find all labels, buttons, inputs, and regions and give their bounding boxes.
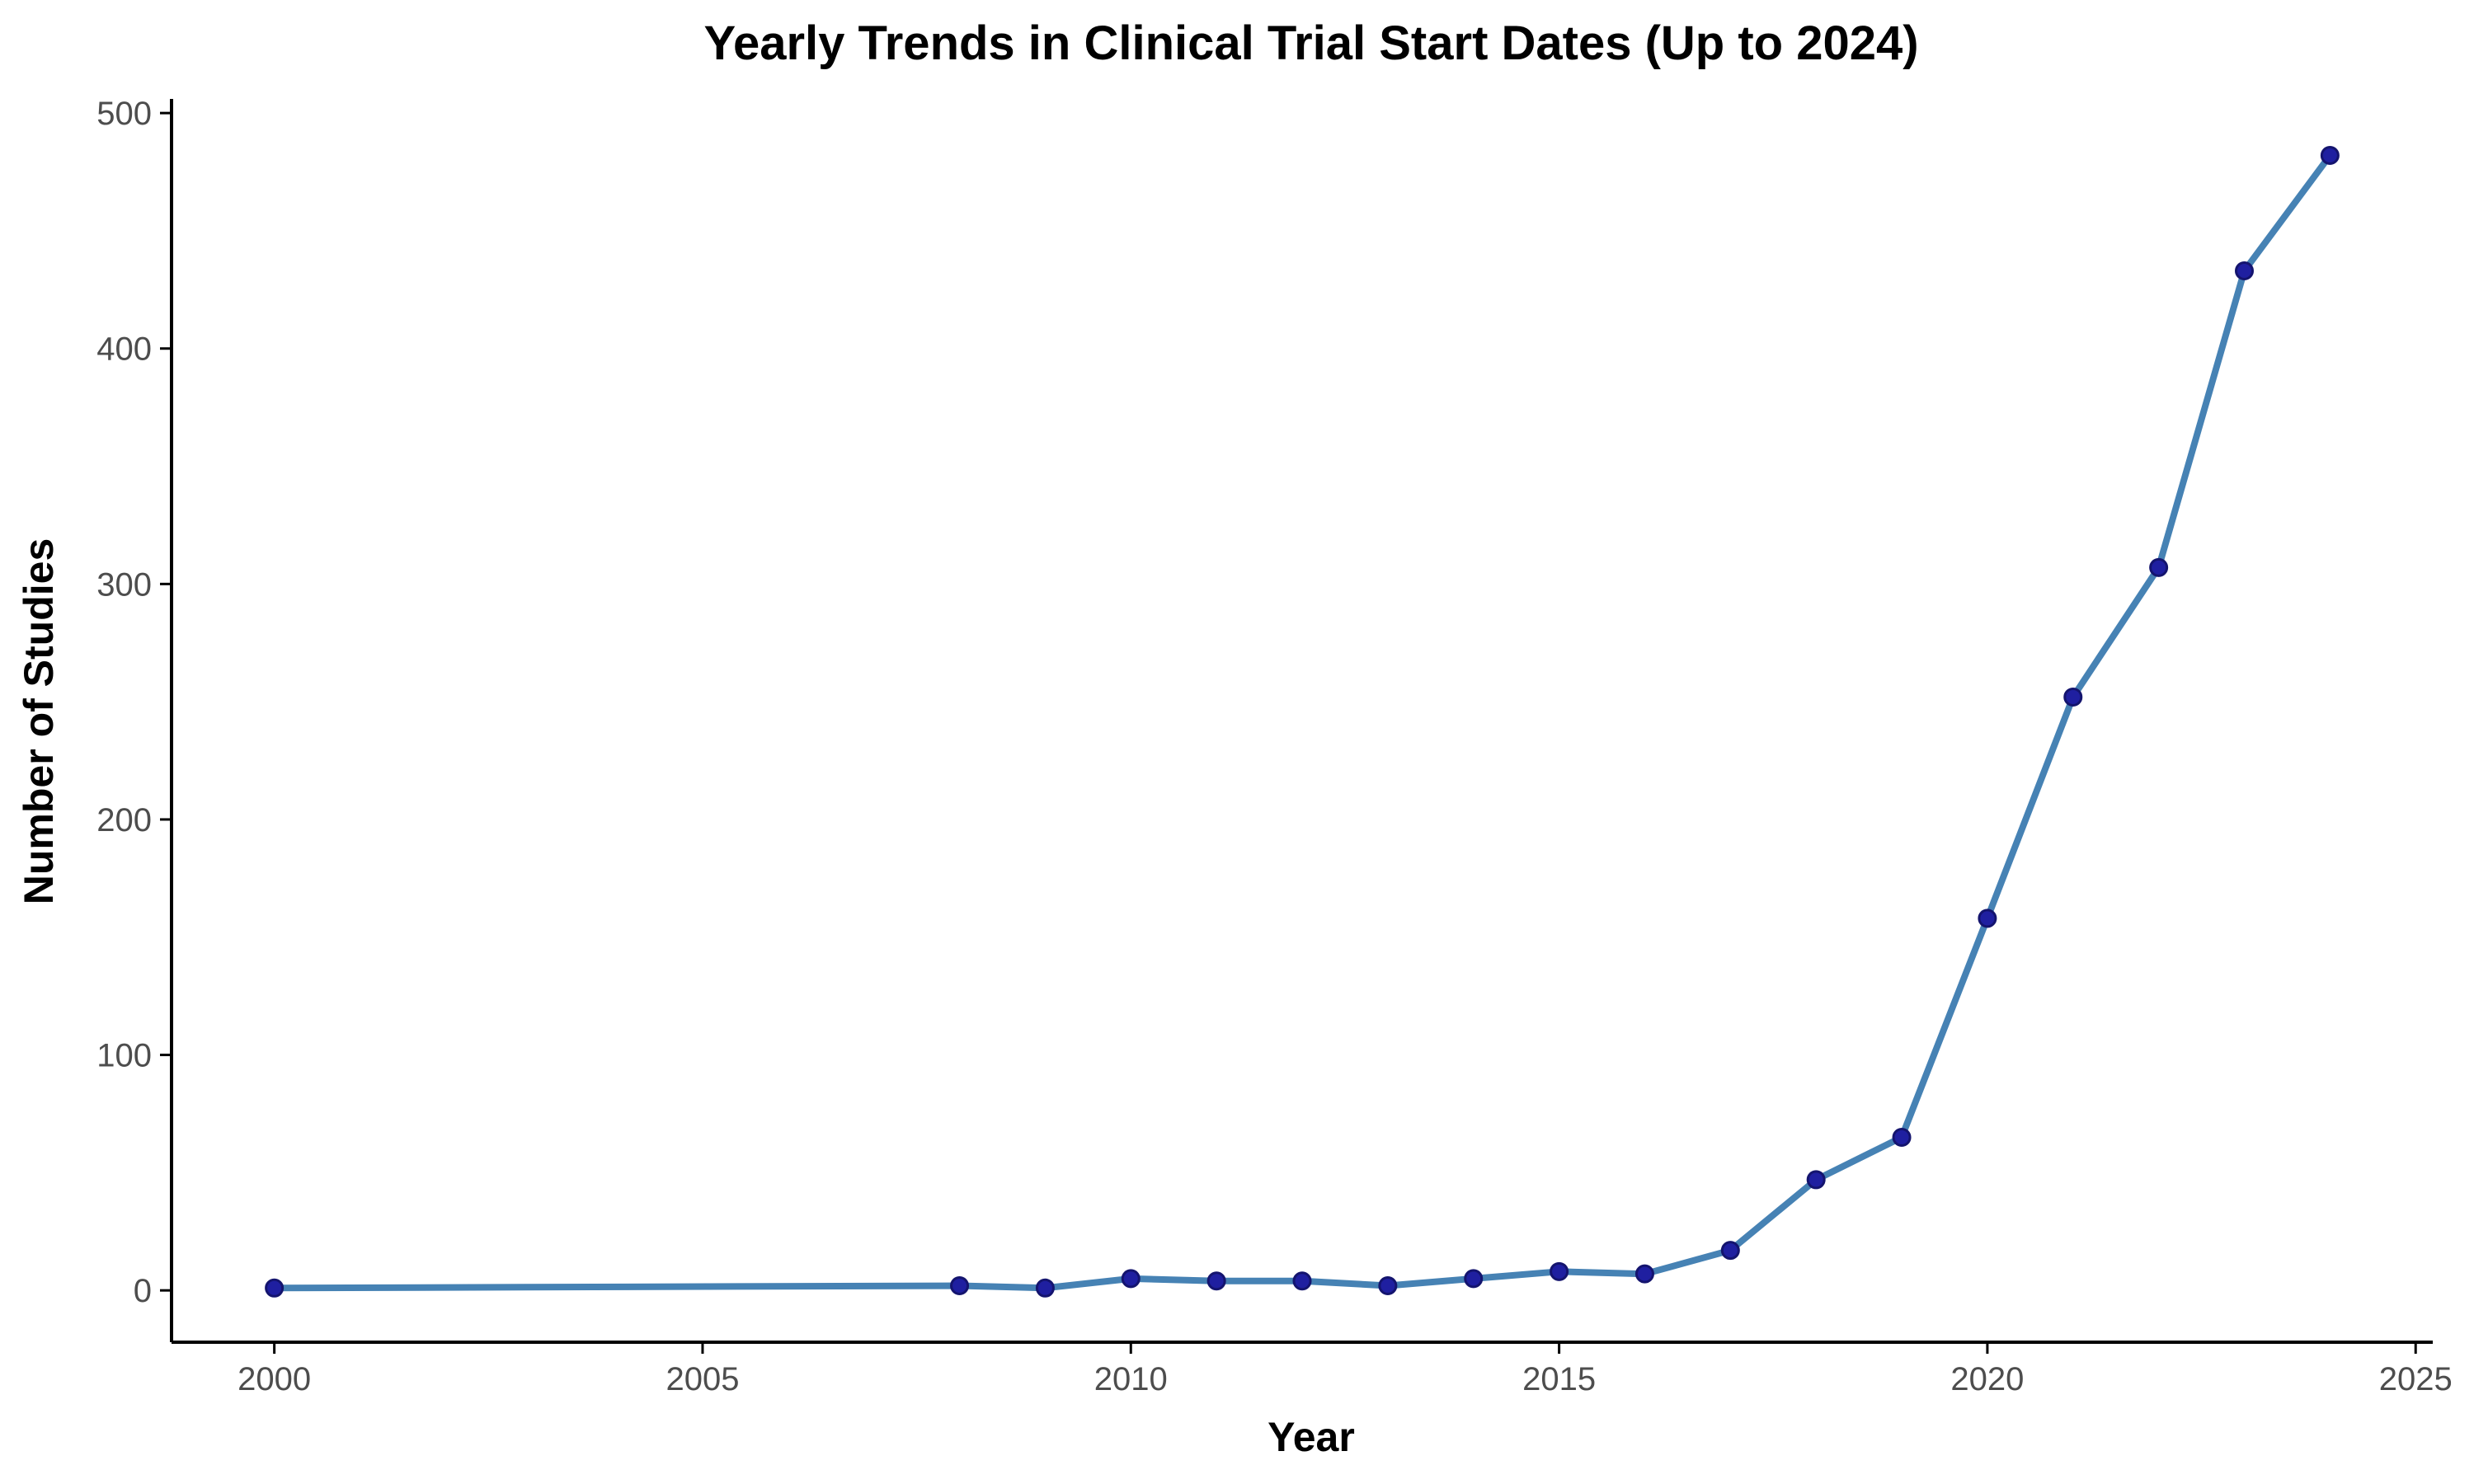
y-tick-label: 100 xyxy=(96,1038,152,1074)
y-tick-label: 400 xyxy=(96,331,152,368)
data-point xyxy=(1035,1278,1055,1298)
data-point xyxy=(1378,1275,1398,1295)
x-tick-label: 2000 xyxy=(238,1361,311,1397)
y-tick-label: 0 xyxy=(134,1273,152,1309)
x-tick-label: 2010 xyxy=(1094,1361,1168,1397)
data-point xyxy=(2320,146,2340,166)
data-point xyxy=(1978,909,1997,928)
data-point xyxy=(1206,1271,1226,1291)
x-tick-label: 2015 xyxy=(1522,1361,1596,1397)
data-point xyxy=(1292,1271,1312,1291)
series-layer xyxy=(265,146,2340,1298)
data-point xyxy=(2149,557,2169,577)
data-point xyxy=(1634,1264,1654,1284)
y-tick-label: 300 xyxy=(96,566,152,603)
y-axis-title: Number of Studies xyxy=(16,538,62,904)
x-axis-ticks: 2000 2005 2010 2015 2020 2025 xyxy=(238,1342,2453,1397)
data-point xyxy=(1464,1269,1484,1289)
data-point xyxy=(2063,687,2083,707)
series-line xyxy=(270,152,2334,1292)
x-tick-label: 2020 xyxy=(1950,1361,2024,1397)
data-point xyxy=(1121,1269,1141,1289)
y-axis-ticks: 0 100 200 300 400 500 xyxy=(96,96,172,1309)
axes xyxy=(170,99,2433,1344)
data-point xyxy=(1550,1261,1569,1281)
data-point xyxy=(1720,1241,1740,1261)
x-tick-label: 2005 xyxy=(666,1361,739,1397)
x-axis-title: Year xyxy=(1268,1414,1355,1460)
y-tick-label: 500 xyxy=(96,96,152,132)
data-point xyxy=(1892,1128,1912,1148)
chart-title: Yearly Trends in Clinical Trial Start Da… xyxy=(703,16,1918,70)
x-tick-label: 2025 xyxy=(2379,1361,2453,1397)
y-tick-label: 200 xyxy=(96,802,152,838)
data-point xyxy=(950,1275,970,1295)
data-point xyxy=(1806,1170,1826,1190)
data-point xyxy=(265,1278,285,1298)
data-point xyxy=(2235,261,2254,280)
